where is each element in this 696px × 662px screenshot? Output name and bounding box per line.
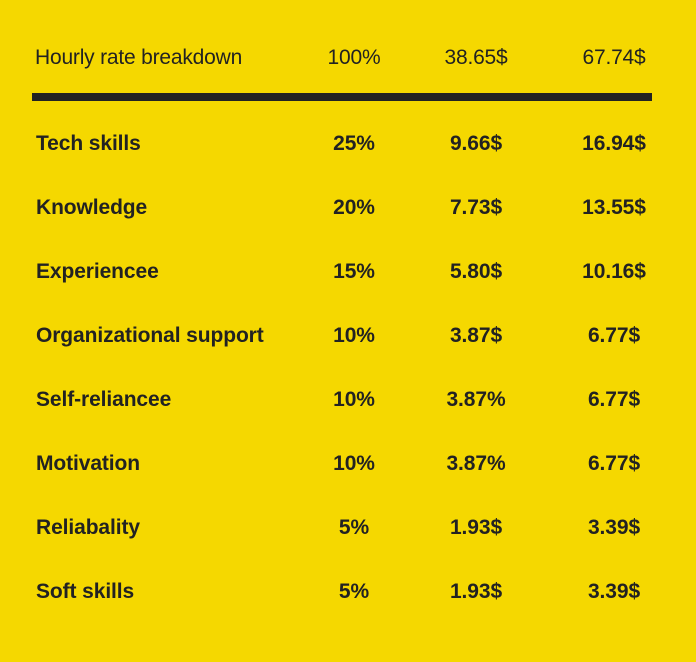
row-percent: 25% xyxy=(333,132,375,155)
row-rate-a: 3.87% xyxy=(446,452,506,475)
row-rate-b: 13.55$ xyxy=(582,196,646,219)
row-label: Organizational support xyxy=(36,324,264,347)
row-rate-b: 6.77$ xyxy=(587,388,641,411)
header-rate-b: 67.74$ xyxy=(582,46,646,69)
table-row: Organizational support 10% 3.87$ 6.77$ xyxy=(0,321,696,351)
header-percent: 100% xyxy=(327,46,381,69)
row-rate-b: 3.39$ xyxy=(587,516,641,539)
header-divider xyxy=(32,93,652,101)
row-percent: 10% xyxy=(333,324,375,347)
row-rate-b: 6.77$ xyxy=(587,324,641,347)
row-rate-a: 1.93$ xyxy=(449,580,503,603)
row-rate-a: 7.73$ xyxy=(449,196,503,219)
table-row: Knowledge 20% 7.73$ 13.55$ xyxy=(0,193,696,223)
row-percent: 10% xyxy=(333,452,375,475)
table-row: Tech skills 25% 9.66$ 16.94$ xyxy=(0,129,696,159)
row-rate-a: 9.66$ xyxy=(449,132,503,155)
row-rate-b: 10.16$ xyxy=(582,260,646,283)
row-percent: 10% xyxy=(333,388,375,411)
table-row: Motivation 10% 3.87% 6.77$ xyxy=(0,449,696,479)
row-rate-a: 3.87% xyxy=(446,388,506,411)
row-rate-b: 16.94$ xyxy=(582,132,646,155)
row-label: Motivation xyxy=(36,452,140,475)
row-label: Tech skills xyxy=(36,132,141,155)
row-percent: 5% xyxy=(338,580,370,603)
row-rate-b: 6.77$ xyxy=(587,452,641,475)
table-row: Self-reliancee 10% 3.87% 6.77$ xyxy=(0,385,696,415)
header-rate-a: 38.65$ xyxy=(444,46,508,69)
row-rate-a: 3.87$ xyxy=(449,324,503,347)
row-label: Soft skills xyxy=(36,580,135,603)
row-label: Knowledge xyxy=(36,196,148,219)
table-row: Soft skills 5% 1.93$ 3.39$ xyxy=(0,577,696,607)
row-percent: 20% xyxy=(333,196,375,219)
row-rate-b: 3.39$ xyxy=(587,580,641,603)
table-header-row: Hourly rate breakdown 100% 38.65$ 67.74$ xyxy=(0,43,696,73)
row-percent: 15% xyxy=(333,260,375,283)
row-rate-a: 5.80$ xyxy=(449,260,503,283)
row-label: Experiencee xyxy=(36,260,159,283)
row-label: Self-reliancee xyxy=(36,388,172,411)
row-rate-a: 1.93$ xyxy=(449,516,503,539)
header-label: Hourly rate breakdown xyxy=(35,46,243,69)
row-label: Reliabality xyxy=(36,516,140,539)
table-row: Experiencee 15% 5.80$ 10.16$ xyxy=(0,257,696,287)
table-row: Reliabality 5% 1.93$ 3.39$ xyxy=(0,513,696,543)
row-percent: 5% xyxy=(338,516,370,539)
